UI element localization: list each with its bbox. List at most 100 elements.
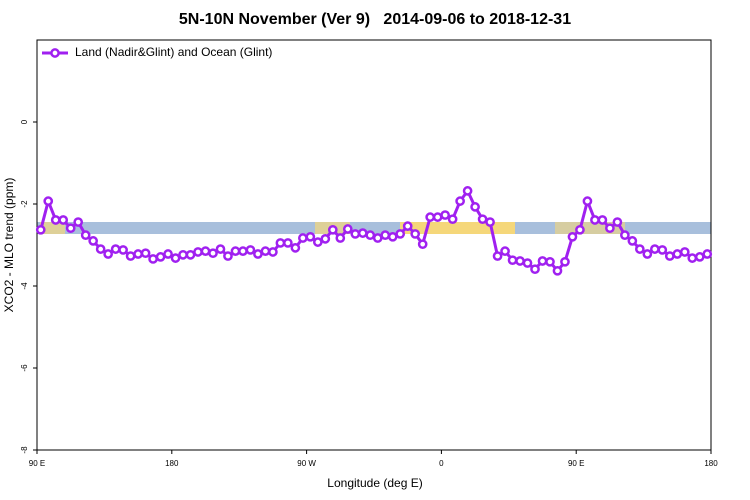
data-point	[312, 237, 323, 247]
data-point	[537, 256, 548, 266]
data-point	[50, 215, 61, 225]
y-axis-label: XCO2 - MLO trend (ppm)	[2, 178, 16, 313]
data-point	[327, 224, 338, 235]
data-point	[223, 251, 233, 261]
data-point	[649, 244, 660, 254]
data-point	[694, 252, 705, 262]
data-point	[447, 214, 458, 225]
data-point	[290, 243, 301, 253]
x-tick-label: 90 E	[568, 459, 584, 468]
data-point	[320, 234, 331, 244]
data-point	[679, 247, 690, 257]
y-tick-label: -2	[20, 200, 29, 208]
data-point	[455, 196, 465, 206]
data-point	[118, 245, 128, 255]
data-point	[417, 239, 428, 250]
data-point	[477, 214, 488, 225]
chart-title: 5N-10N November (Ver 9) 2014-09-06 to 20…	[179, 11, 571, 28]
legend-marker	[50, 48, 60, 58]
data-point	[507, 255, 518, 266]
data-point	[605, 223, 615, 234]
data-point	[402, 221, 413, 231]
y-tick-label: -8	[20, 446, 29, 454]
data-point	[492, 251, 503, 261]
data-point	[597, 215, 608, 225]
data-point	[672, 249, 683, 259]
data-point	[687, 253, 698, 263]
data-point	[552, 265, 563, 276]
data-point	[590, 215, 600, 225]
data-point	[193, 247, 203, 257]
data-point	[215, 244, 226, 254]
data-point	[372, 233, 383, 243]
data-point	[260, 246, 271, 256]
data-point	[365, 230, 376, 241]
data-point	[43, 196, 54, 206]
data-point	[103, 249, 113, 259]
data-point	[238, 246, 248, 256]
data-point	[582, 196, 593, 206]
y-tick-label: -6	[20, 364, 29, 372]
data-point	[470, 202, 480, 212]
data-point	[305, 231, 316, 242]
data-point	[73, 217, 84, 227]
data-point	[148, 254, 158, 264]
data-point	[185, 249, 196, 260]
data-point	[664, 251, 675, 261]
data-point	[140, 248, 151, 259]
data-point	[387, 231, 398, 242]
data-point	[635, 244, 645, 254]
x-tick-label: 180	[165, 459, 179, 468]
data-point	[35, 224, 46, 235]
data-point	[178, 249, 188, 260]
data-point	[230, 246, 241, 256]
data-point	[357, 228, 368, 238]
data-point	[125, 251, 136, 261]
data-point	[620, 230, 630, 241]
y-tick-label: -4	[20, 282, 29, 290]
x-tick-label: 0	[439, 459, 444, 468]
data-point	[440, 210, 450, 220]
data-point	[200, 246, 211, 256]
data-point	[283, 238, 293, 248]
data-point	[627, 236, 638, 246]
data-point	[80, 230, 91, 241]
data-point	[560, 256, 570, 267]
x-tick-label: 90 W	[297, 459, 316, 468]
data-point	[500, 246, 510, 256]
legend-label: Land (Nadir&Glint) and Ocean (Glint)	[75, 45, 272, 59]
data-point	[163, 249, 173, 259]
data-point	[88, 236, 99, 246]
data-point	[657, 245, 668, 255]
data-point	[530, 264, 540, 275]
data-point	[335, 233, 346, 243]
data-point	[432, 212, 443, 222]
x-tick-label: 180	[704, 459, 718, 468]
data-point	[702, 249, 713, 259]
data-point	[275, 238, 286, 248]
data-point	[110, 244, 121, 254]
data-point	[65, 223, 76, 234]
data-point	[208, 248, 218, 259]
data-point	[522, 258, 533, 268]
data-point	[350, 229, 361, 239]
data-point	[485, 217, 495, 227]
x-tick-label: 90 E	[29, 459, 45, 468]
y-tick-label: 0	[20, 119, 29, 124]
data-point	[410, 229, 421, 239]
x-axis-label: Longitude (deg E)	[327, 476, 422, 490]
data-point	[245, 245, 256, 255]
data-point	[545, 256, 555, 267]
data-point	[462, 186, 473, 196]
data-point	[342, 224, 353, 234]
data-point	[170, 253, 181, 263]
data-point	[425, 212, 436, 222]
plot-frame	[36, 39, 712, 451]
data-point	[380, 230, 391, 241]
data-point	[642, 249, 653, 259]
data-point	[95, 244, 106, 254]
data-point	[395, 229, 406, 239]
data-point	[575, 224, 585, 235]
data-point	[612, 217, 623, 227]
